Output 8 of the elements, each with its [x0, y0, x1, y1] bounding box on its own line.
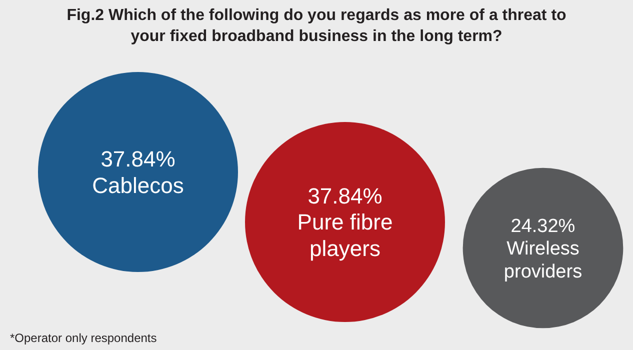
category-label: Cablecos — [92, 172, 184, 198]
data-label: 37.84% — [100, 146, 176, 172]
data-label: 24.32% — [510, 216, 576, 237]
category-label: Wireless providers — [504, 238, 582, 282]
category-label: Pure fibre players — [297, 210, 393, 262]
data-label: 37.84% — [308, 183, 382, 208]
text: *Operator only respondents — [10, 331, 157, 345]
text: Fig.2 Which of the following do you regards as more of a threat to your fixed broadband business in the long term? — [66, 7, 567, 45]
